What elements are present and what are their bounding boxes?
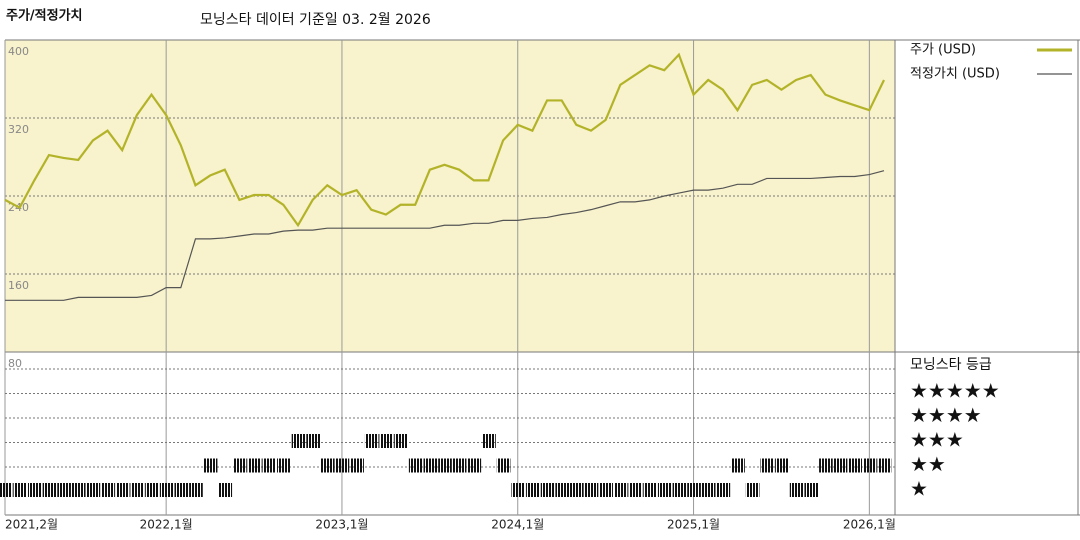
- rating-legend: ★★★★★: [910, 379, 1000, 403]
- rating-bar: [672, 483, 687, 497]
- x-tick-label: 2024,1월: [491, 518, 544, 532]
- rating-bar: [262, 458, 277, 473]
- rating-bar: [613, 483, 628, 497]
- y-tick-label: 320: [8, 123, 29, 136]
- rating-bar: [438, 458, 452, 473]
- rating-bar: [833, 458, 848, 473]
- rating-bar: [452, 458, 467, 473]
- rating-bar: [760, 458, 775, 473]
- rating-bar: [218, 483, 233, 497]
- rating-bar: [555, 483, 570, 497]
- rating-bar: [350, 458, 364, 473]
- rating-bar: [877, 458, 892, 473]
- x-tick-label: 2022,1월: [140, 518, 193, 532]
- rating-bar: [482, 434, 496, 448]
- legend-label: 주가 (USD): [910, 43, 976, 58]
- rating-bar: [174, 483, 189, 497]
- rating-bar: [731, 458, 745, 473]
- rating-bar: [848, 458, 863, 473]
- rating-bar: [687, 483, 701, 497]
- rating-bar: [599, 483, 613, 497]
- x-tick-label: 2023,1월: [315, 518, 368, 532]
- rating-bar: [394, 434, 408, 448]
- rating-bar: [467, 458, 482, 473]
- rating-bar: [115, 483, 130, 497]
- rating-bar: [57, 483, 71, 497]
- rating-bar: [277, 458, 291, 473]
- rating-bar: [716, 483, 731, 497]
- rating-legend: ★★★★: [910, 403, 982, 427]
- series-line: [5, 170, 885, 301]
- rating-bar: [159, 483, 174, 497]
- rating-legend: ★★★: [910, 428, 964, 452]
- rating-bar: [320, 458, 335, 473]
- rating-bar: [584, 483, 599, 497]
- rating-bar: [145, 483, 159, 497]
- y-tick-label: 400: [8, 45, 29, 58]
- rating-bar: [643, 483, 657, 497]
- x-tick-label: 2021,2월: [5, 518, 58, 532]
- rating-bar: [496, 458, 511, 473]
- rating-bar: [526, 483, 540, 497]
- chart-title: 주가/적정가치: [6, 8, 83, 24]
- rating-bar: [0, 483, 13, 497]
- rating-bar: [364, 434, 379, 448]
- rating-bar: [247, 458, 262, 473]
- rating-bar: [745, 483, 760, 497]
- rating-bar: [101, 483, 115, 497]
- x-tick-label: 2026,1월: [843, 518, 896, 532]
- rating-title: 모닝스타 등급: [910, 357, 992, 373]
- series-line: [4, 52, 885, 228]
- rating-bar: [42, 483, 57, 497]
- rating-bar: [27, 483, 42, 497]
- rating-bar: [291, 434, 306, 448]
- rating-bar: [379, 434, 394, 448]
- y-tick-label: 160: [8, 279, 29, 292]
- rating-bar: [657, 483, 672, 497]
- rating-bar: [408, 458, 423, 473]
- rating-bar: [130, 483, 145, 497]
- rating-bar: [804, 483, 819, 497]
- rating-bar: [86, 483, 101, 497]
- legend-label: 적정가치 (USD): [910, 67, 1000, 82]
- rating-bar: [306, 434, 320, 448]
- rating-bar: [189, 483, 203, 497]
- rating-bar: [863, 458, 877, 473]
- rating-bar: [511, 483, 526, 497]
- chart-subtitle: 모닝스타 데이터 기준일 03. 2월 2026: [200, 12, 431, 28]
- rating-bar: [203, 458, 218, 473]
- rating-legend: ★: [910, 477, 928, 501]
- rating-bar: [775, 458, 789, 473]
- rating-bar: [540, 483, 555, 497]
- rating-bar: [701, 483, 716, 497]
- rating-bar: [233, 458, 247, 473]
- rating-bar: [819, 458, 833, 473]
- rating-bar: [335, 458, 350, 473]
- y-tick-label: 80: [8, 357, 22, 370]
- x-tick-label: 2025,1월: [667, 518, 720, 532]
- rating-bar: [570, 483, 584, 497]
- rating-bar: [423, 458, 438, 473]
- rating-bar: [71, 483, 86, 497]
- rating-bar: [628, 483, 643, 497]
- rating-legend: ★★: [910, 452, 946, 476]
- rating-bar: [789, 483, 804, 497]
- rating-bar: [13, 483, 27, 497]
